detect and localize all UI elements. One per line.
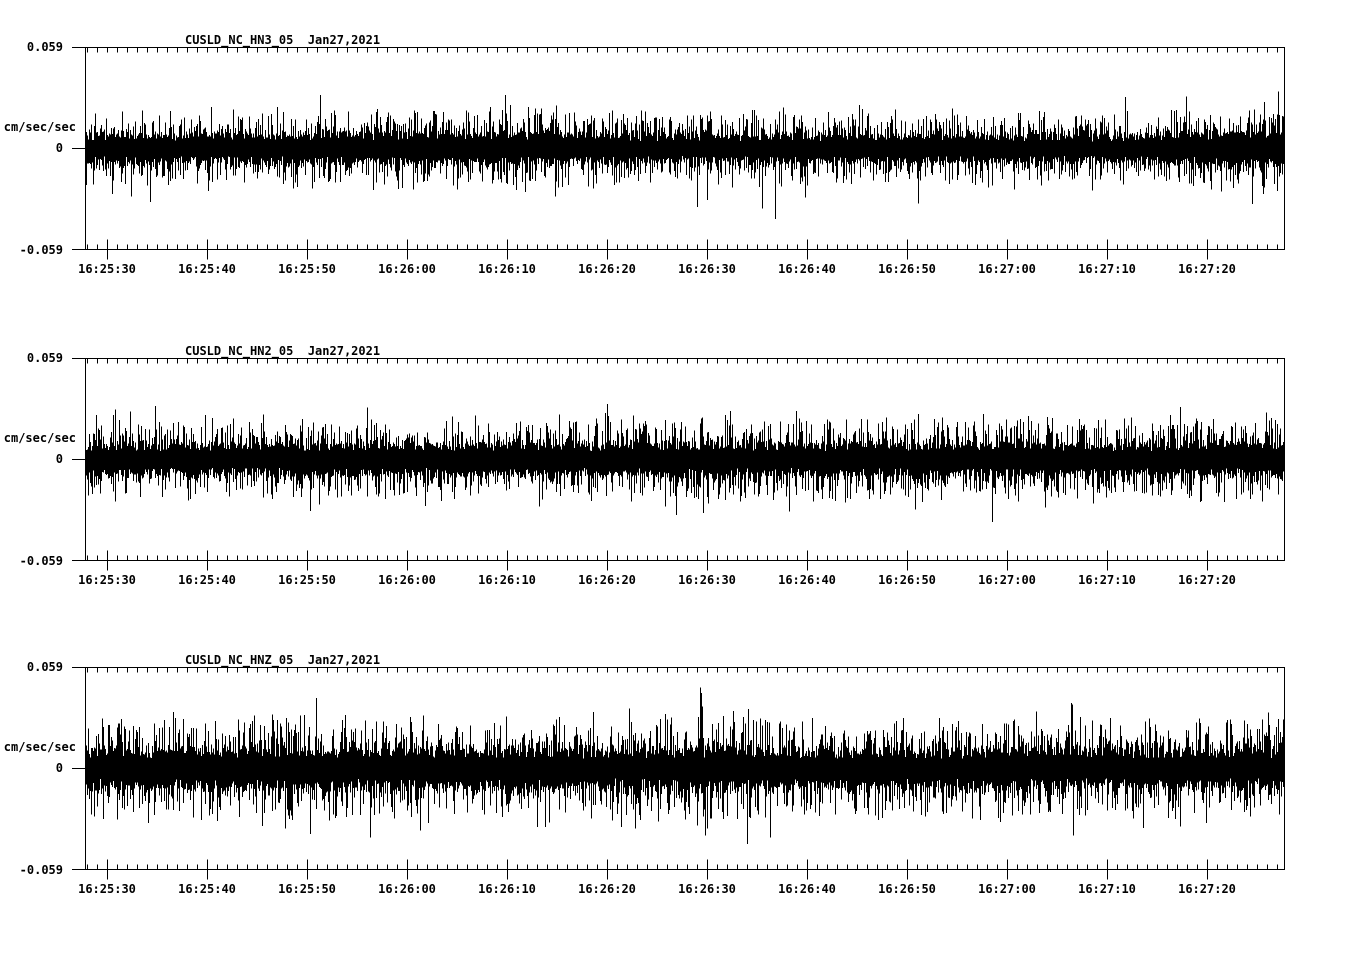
y-axis-zero-label: 0 [55,141,63,155]
x-tick-label: 16:26:20 [578,882,636,896]
y-axis-min-label: -0.059 [19,863,63,877]
y-axis-zero-label: 0 [55,761,63,775]
y-axis-max-label: 0.059 [26,40,63,54]
x-tick-label: 16:25:50 [278,573,336,587]
x-tick-label: 16:25:30 [78,262,136,276]
x-tick-label: 16:26:40 [778,882,836,896]
x-tick-label: 16:26:00 [378,573,436,587]
x-tick-label: 16:27:20 [1178,262,1236,276]
x-tick-label: 16:26:50 [878,573,936,587]
x-tick-label: 16:26:30 [678,882,736,896]
trace-title: CUSLD_NC_HN3_05 Jan27,2021 [185,33,381,47]
seismogram-page: { "colors": { "foreground": "#000000", "… [0,30,1358,896]
x-tick-label: 16:25:40 [178,882,236,896]
x-tick-label: 16:27:10 [1078,573,1136,587]
x-tick-label: 16:25:50 [278,882,336,896]
y-axis-min-label: -0.059 [19,554,63,568]
y-axis-max-label: 0.059 [26,351,63,365]
waveform-plot [72,358,1285,571]
seismogram-panel-2: CUSLD_NC_HNZ_05 Jan27,2021 0.059 cm/sec/… [0,650,1358,960]
x-tick-label: 16:26:40 [778,573,836,587]
x-tick-label: 16:26:00 [378,262,436,276]
x-tick-label: 16:27:10 [1078,882,1136,896]
x-tick-label: 16:27:00 [978,882,1036,896]
waveform-plot [72,47,1285,260]
x-tick-label: 16:27:00 [978,573,1036,587]
x-tick-label: 16:25:50 [278,262,336,276]
y-axis-units-label: cm/sec/sec [3,740,76,754]
y-axis-max-label: 0.059 [26,660,63,674]
x-tick-label: 16:25:40 [178,262,236,276]
y-axis-units-label: cm/sec/sec [3,431,76,445]
x-tick-label: 16:26:20 [578,573,636,587]
x-tick-label: 16:27:10 [1078,262,1136,276]
x-tick-label: 16:26:50 [878,882,936,896]
x-tick-label: 16:26:10 [478,573,536,587]
x-axis-labels: 16:25:30 16:25:40 16:25:50 16:26:00 16:26:10… [0,882,1358,898]
seismogram-panel-1: CUSLD_NC_HN2_05 Jan27,2021 0.059 cm/sec/… [0,341,1358,651]
y-axis-min-label: -0.059 [19,243,63,257]
x-tick-label: 16:26:40 [778,262,836,276]
x-axis-labels: 16:25:30 16:25:40 16:25:50 16:26:00 16:26:10… [0,573,1358,589]
trace-title: CUSLD_NC_HN2_05 Jan27,2021 [185,344,381,358]
trace-title: CUSLD_NC_HNZ_05 Jan27,2021 [185,653,381,667]
x-tick-label: 16:26:10 [478,882,536,896]
y-axis-zero-label: 0 [55,452,63,466]
x-tick-label: 16:26:00 [378,882,436,896]
x-tick-label: 16:26:30 [678,262,736,276]
seismogram-panel-0: CUSLD_NC_HN3_05 Jan27,2021 0.059 cm/sec/… [0,30,1358,340]
x-tick-label: 16:27:00 [978,262,1036,276]
x-tick-label: 16:26:30 [678,573,736,587]
waveform-plot [72,667,1285,880]
x-axis-labels: 16:25:30 16:25:40 16:25:50 16:26:00 16:26:10… [0,262,1358,278]
x-tick-label: 16:27:20 [1178,882,1236,896]
x-tick-label: 16:26:10 [478,262,536,276]
y-axis-units-label: cm/sec/sec [3,120,76,134]
x-tick-label: 16:25:40 [178,573,236,587]
x-tick-label: 16:25:30 [78,573,136,587]
x-tick-label: 16:26:50 [878,262,936,276]
x-tick-label: 16:26:20 [578,262,636,276]
x-tick-label: 16:25:30 [78,882,136,896]
x-tick-label: 16:27:20 [1178,573,1236,587]
